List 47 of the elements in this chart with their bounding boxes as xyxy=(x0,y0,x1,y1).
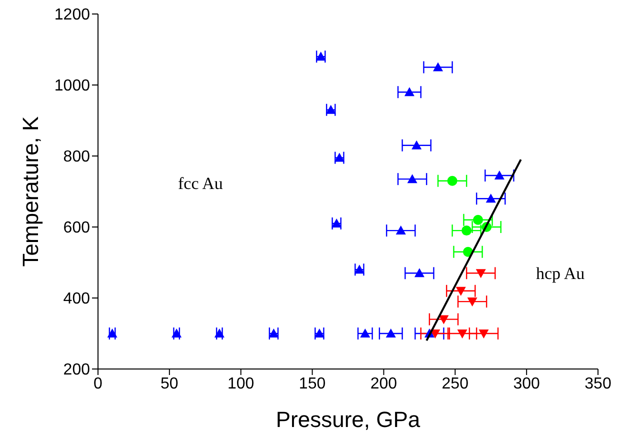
point xyxy=(438,315,449,324)
point xyxy=(476,269,486,278)
point xyxy=(407,174,418,184)
point xyxy=(172,328,182,338)
annotation: fcc Au xyxy=(178,174,223,194)
point xyxy=(447,176,458,186)
x-tick-label: 200 xyxy=(370,375,398,392)
point xyxy=(334,152,344,162)
point xyxy=(316,52,326,61)
point xyxy=(494,170,504,180)
point xyxy=(456,286,466,296)
point xyxy=(354,264,364,274)
y-tick-label: 400 xyxy=(63,290,90,308)
x-tick-label: 300 xyxy=(513,375,540,392)
point xyxy=(332,218,342,228)
point xyxy=(326,104,336,114)
point xyxy=(107,328,118,338)
x-tick-label: 350 xyxy=(584,375,612,392)
point xyxy=(214,328,224,338)
point xyxy=(268,328,279,338)
point xyxy=(433,62,443,72)
y-tick-label: 600 xyxy=(63,220,90,237)
point xyxy=(467,298,478,307)
x-tick-label: 250 xyxy=(442,375,469,392)
annotation: hcp Au xyxy=(536,264,585,284)
point xyxy=(473,214,483,225)
y-axis-title: Temperature, K xyxy=(18,116,43,267)
y-tick-label: 1200 xyxy=(54,6,90,24)
x-tick-label: 100 xyxy=(228,375,254,392)
y-tick-label: 800 xyxy=(63,148,90,166)
point xyxy=(360,328,370,338)
point xyxy=(314,328,324,338)
point xyxy=(457,330,468,338)
point xyxy=(478,330,489,338)
x-tick-label: 50 xyxy=(160,375,178,392)
y-tick-label: 200 xyxy=(63,362,90,379)
x-tick-label: 150 xyxy=(298,375,326,392)
point xyxy=(404,87,414,96)
point xyxy=(414,268,424,278)
point xyxy=(396,226,406,235)
y-tick-label: 1000 xyxy=(54,78,90,95)
point xyxy=(486,194,496,203)
point xyxy=(412,140,422,150)
x-axis-title: Pressure, GPa xyxy=(276,407,421,432)
x-tick-label: 0 xyxy=(94,375,103,392)
point xyxy=(462,226,472,236)
point xyxy=(386,328,396,338)
